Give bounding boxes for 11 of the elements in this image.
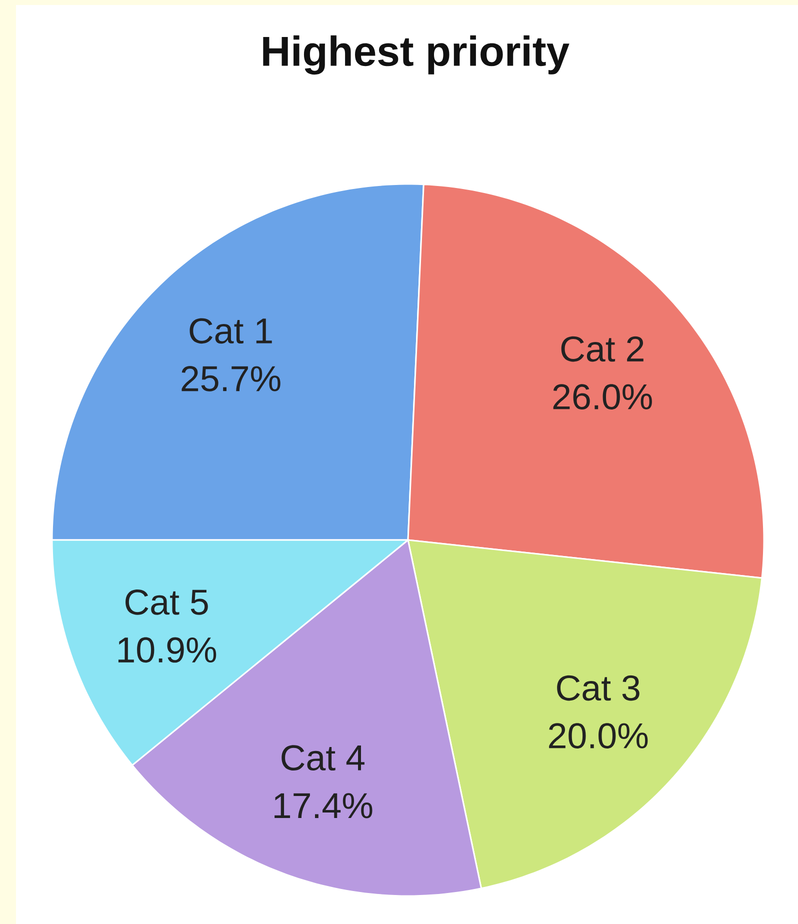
data-label: 26.0% — [553, 384, 652, 410]
data-label: 10.9% — [118, 637, 216, 663]
slice-label: Cat 2 — [561, 336, 644, 362]
slice-label: Cat 5 — [126, 589, 208, 615]
slice-label: Cat 1 — [190, 318, 272, 344]
chart-title: Highest priority — [263, 35, 570, 75]
data-label: 20.0% — [549, 723, 648, 749]
slice-label: Cat 3 — [557, 675, 640, 701]
data-label: 17.4% — [274, 793, 372, 818]
slice-label: Cat 4 — [282, 745, 364, 771]
data-label: 25.7% — [182, 366, 280, 392]
